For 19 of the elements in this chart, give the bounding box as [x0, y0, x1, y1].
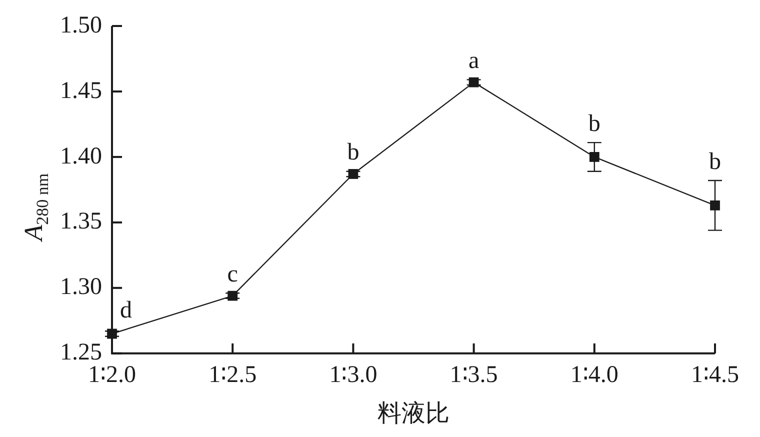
y-tick-label: 1.50: [60, 12, 102, 38]
annotation: a: [468, 48, 480, 74]
point: [710, 200, 720, 210]
x-tick-label: 1∶4.5: [691, 362, 739, 388]
annotation: b: [709, 148, 721, 175]
y-tick-label: 1.30: [60, 274, 102, 300]
y-tick-label: 1.40: [60, 143, 102, 170]
y-tick-label: 1.35: [60, 208, 102, 235]
y-tick-label: 1.45: [60, 78, 102, 104]
x-tick-label: 1∶2.5: [208, 362, 257, 388]
x-tick-label: 1∶3.0: [329, 362, 378, 388]
x-tick-label: 1∶3.5: [450, 362, 498, 388]
annotation: b: [347, 140, 360, 166]
annotation: d: [120, 297, 132, 324]
x-axis-title: 料液比: [378, 400, 450, 427]
annotation: b: [588, 110, 600, 137]
point: [589, 152, 600, 162]
annotation: c: [227, 261, 238, 288]
x-tick-label: 1∶4.0: [570, 362, 618, 388]
